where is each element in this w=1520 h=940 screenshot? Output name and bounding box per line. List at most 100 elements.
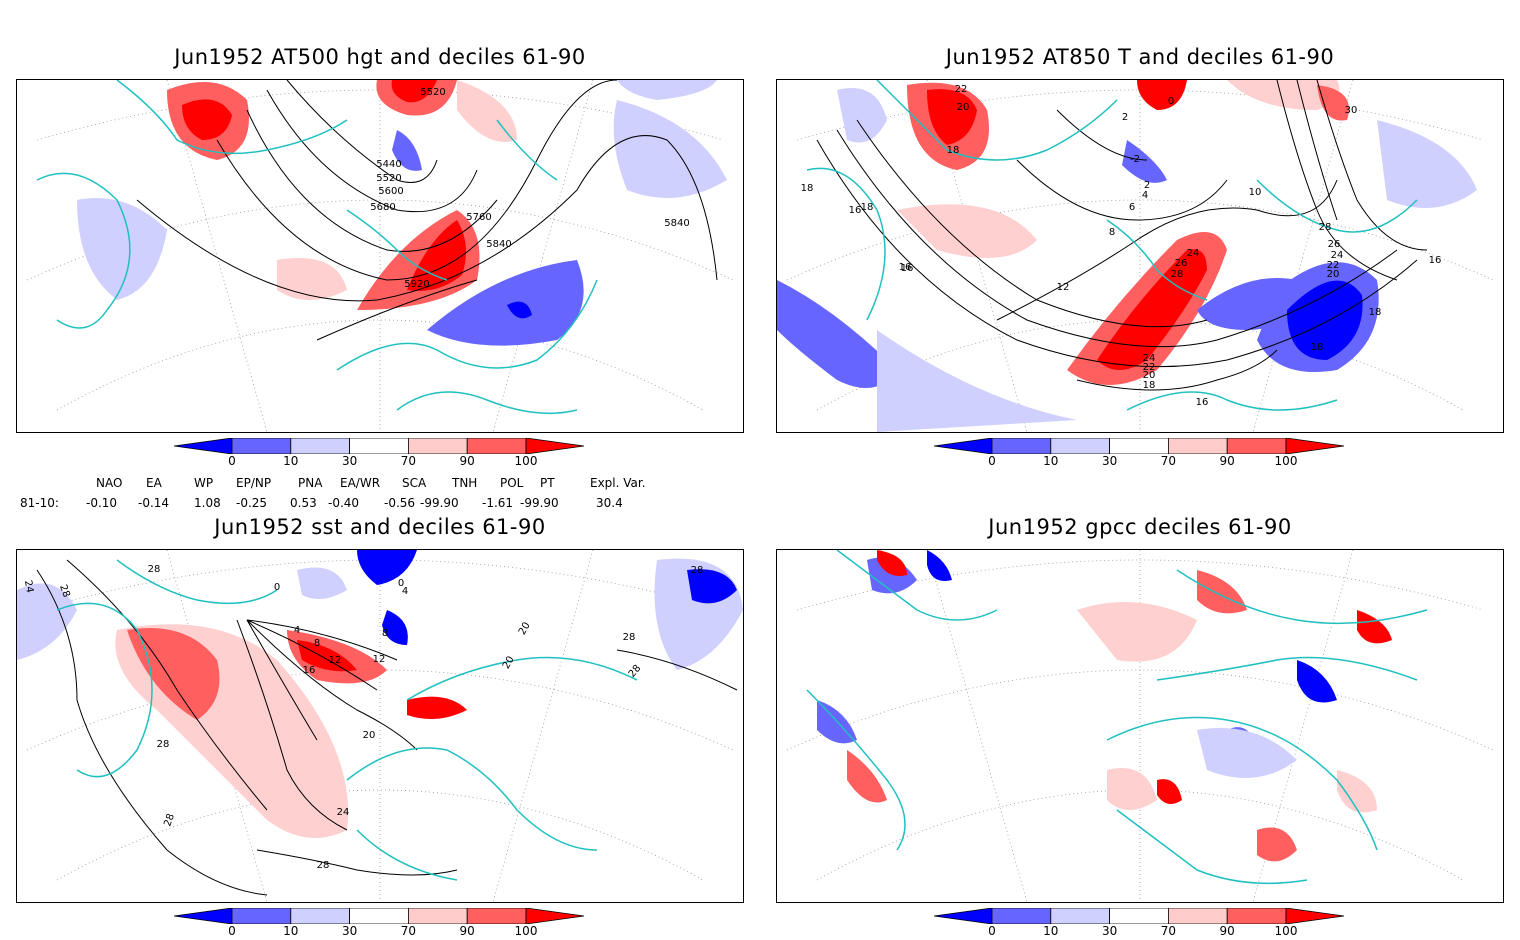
index-header: Expl. Var. [590,476,646,490]
colorbar-swatch [1285,907,1345,925]
colorbar-swatch [1285,437,1345,455]
colorbar-swatch [525,907,585,925]
teleconnection-indices: NAO EA WP EP/NP PNA EA/WR SCA TNH POL PT… [0,474,700,514]
colorbar-swatch [173,437,233,455]
colorbar-tick-label: 0 [988,454,996,468]
colorbar-swatch [1109,907,1169,925]
contour-label: 28 [1319,222,1332,233]
contour-label: 8 [382,628,388,639]
colorbar-tick-label: 100 [514,454,538,468]
index-row-label: 81-10: [20,496,59,510]
colorbar-tick-label: 100 [1274,454,1298,468]
contour-label: 24 [1187,248,1200,259]
contour-label: 4 [402,586,408,597]
colorbar-tick-label: 90 [1219,454,1235,468]
colorbar-tick-label: 30 [341,924,358,938]
colorbar-swatch [407,437,468,455]
contour-label: 2 [1122,112,1128,123]
colorbar-tick-label: 100 [514,924,538,938]
contour-label: 20 [363,730,376,741]
coastlines [806,550,1428,885]
contour-label: 0 [398,578,404,589]
contour-label: 18 [801,183,814,194]
colorbar-swatch [991,437,1052,455]
contour-labels: 22 20 18 0 2 -2 2 4 6 8 10 16 18 16 12 2… [801,84,1442,408]
colorbar-swatch [290,907,351,925]
contour-label: 5520 [420,87,445,98]
contour-label: 20 [517,620,533,637]
contour-label: 5760 [466,212,491,223]
contour-labels: 24 28 28 0 4 8 12 16 20 24 28 28 28 12 8… [22,564,703,871]
colorbar-tick-label: 100 [1274,924,1298,938]
contour-label: 20 [1143,370,1156,381]
index-header: SCA [402,476,427,490]
index-header: TNH [452,476,478,490]
colorbar-tick-label: 0 [228,924,236,938]
contour-label: 2 [1144,180,1150,191]
colorbar-tick-label: 90 [459,924,475,938]
index-value: -99.90 [520,496,559,510]
contour-label: 28 [157,739,170,750]
contour-label: 18 [1369,307,1382,318]
decile-shading [777,80,1477,432]
colorbar-swatch [1109,437,1169,455]
index-value: -0.10 [86,496,118,510]
colorbar-tick-label: 30 [341,454,358,468]
colorbar-swatch [1167,907,1228,925]
colorbar-swatch [349,907,409,925]
contour-label: 0 [274,582,280,593]
index-header: EP/NP [236,476,272,490]
contour-label: 5840 [664,218,689,229]
colorbar-swatch [933,907,993,925]
index-value: -0.25 [236,496,268,510]
contour-label: 0 [1168,96,1174,107]
index-value: -0.14 [138,496,170,510]
contour-label: 28 [1171,269,1184,280]
index-header: POL [500,476,524,490]
map-gpcc [776,549,1504,903]
contour-label: 16 [899,262,912,273]
contour-label: 18 [861,202,874,213]
temperature-contours [816,80,1428,391]
contour-label: 28 [57,583,72,599]
index-header: PT [540,476,555,490]
colorbar-tick-label: 90 [459,454,475,468]
decile-shading [17,550,743,838]
colorbar-swatch [991,907,1052,925]
contour-label: 4 [294,625,300,636]
index-header: PNA [298,476,323,490]
contour-label: 5440 [376,159,401,170]
contour-label: 12 [1057,282,1070,293]
contour-label: 26 [1328,239,1341,250]
colorbar-swatches [933,437,1345,455]
colorbar-swatch [466,907,527,925]
colorbar-swatch [933,437,993,455]
contour-label: 28 [627,663,644,680]
contour-label: 18 [1143,380,1156,391]
colorbar-swatches [933,907,1345,925]
contour-label: 16 [303,665,316,676]
contour-label: 8 [314,638,320,649]
colorbar-swatch [231,437,292,455]
contour-label: 30 [1345,105,1358,116]
contour-label: 5920 [404,279,429,290]
colorbar-tick-label: 0 [228,454,236,468]
colorbar-tick-label: 10 [1043,924,1059,938]
panel-title-sst: Jun1952 sst and deciles 61-90 [214,515,546,539]
colorbar-hgt: 0 10 30 70 90 100 [173,437,585,472]
contour-label: 28 [623,632,636,643]
contour-label: 12 [373,654,386,665]
index-header: EA/WR [340,476,381,490]
panel-title-hgt: Jun1952 AT500 hgt and deciles 61-90 [174,45,586,69]
contour-label: 24 [22,579,35,593]
contour-label: 12 [329,655,342,666]
colorbar-swatch [407,907,468,925]
colorbar-tick-label: 30 [1101,454,1118,468]
panel-title-t850: Jun1952 AT850 T and deciles 61-90 [945,45,1335,69]
contour-label: 16 [1196,397,1209,408]
colorbar-t850: 0 10 30 70 90 100 [933,437,1345,472]
colorbar-tick-label: 90 [1219,924,1235,938]
contour-label: 16 [1429,255,1442,266]
index-header: WP [194,476,214,490]
contour-label: 24 [1331,250,1344,261]
